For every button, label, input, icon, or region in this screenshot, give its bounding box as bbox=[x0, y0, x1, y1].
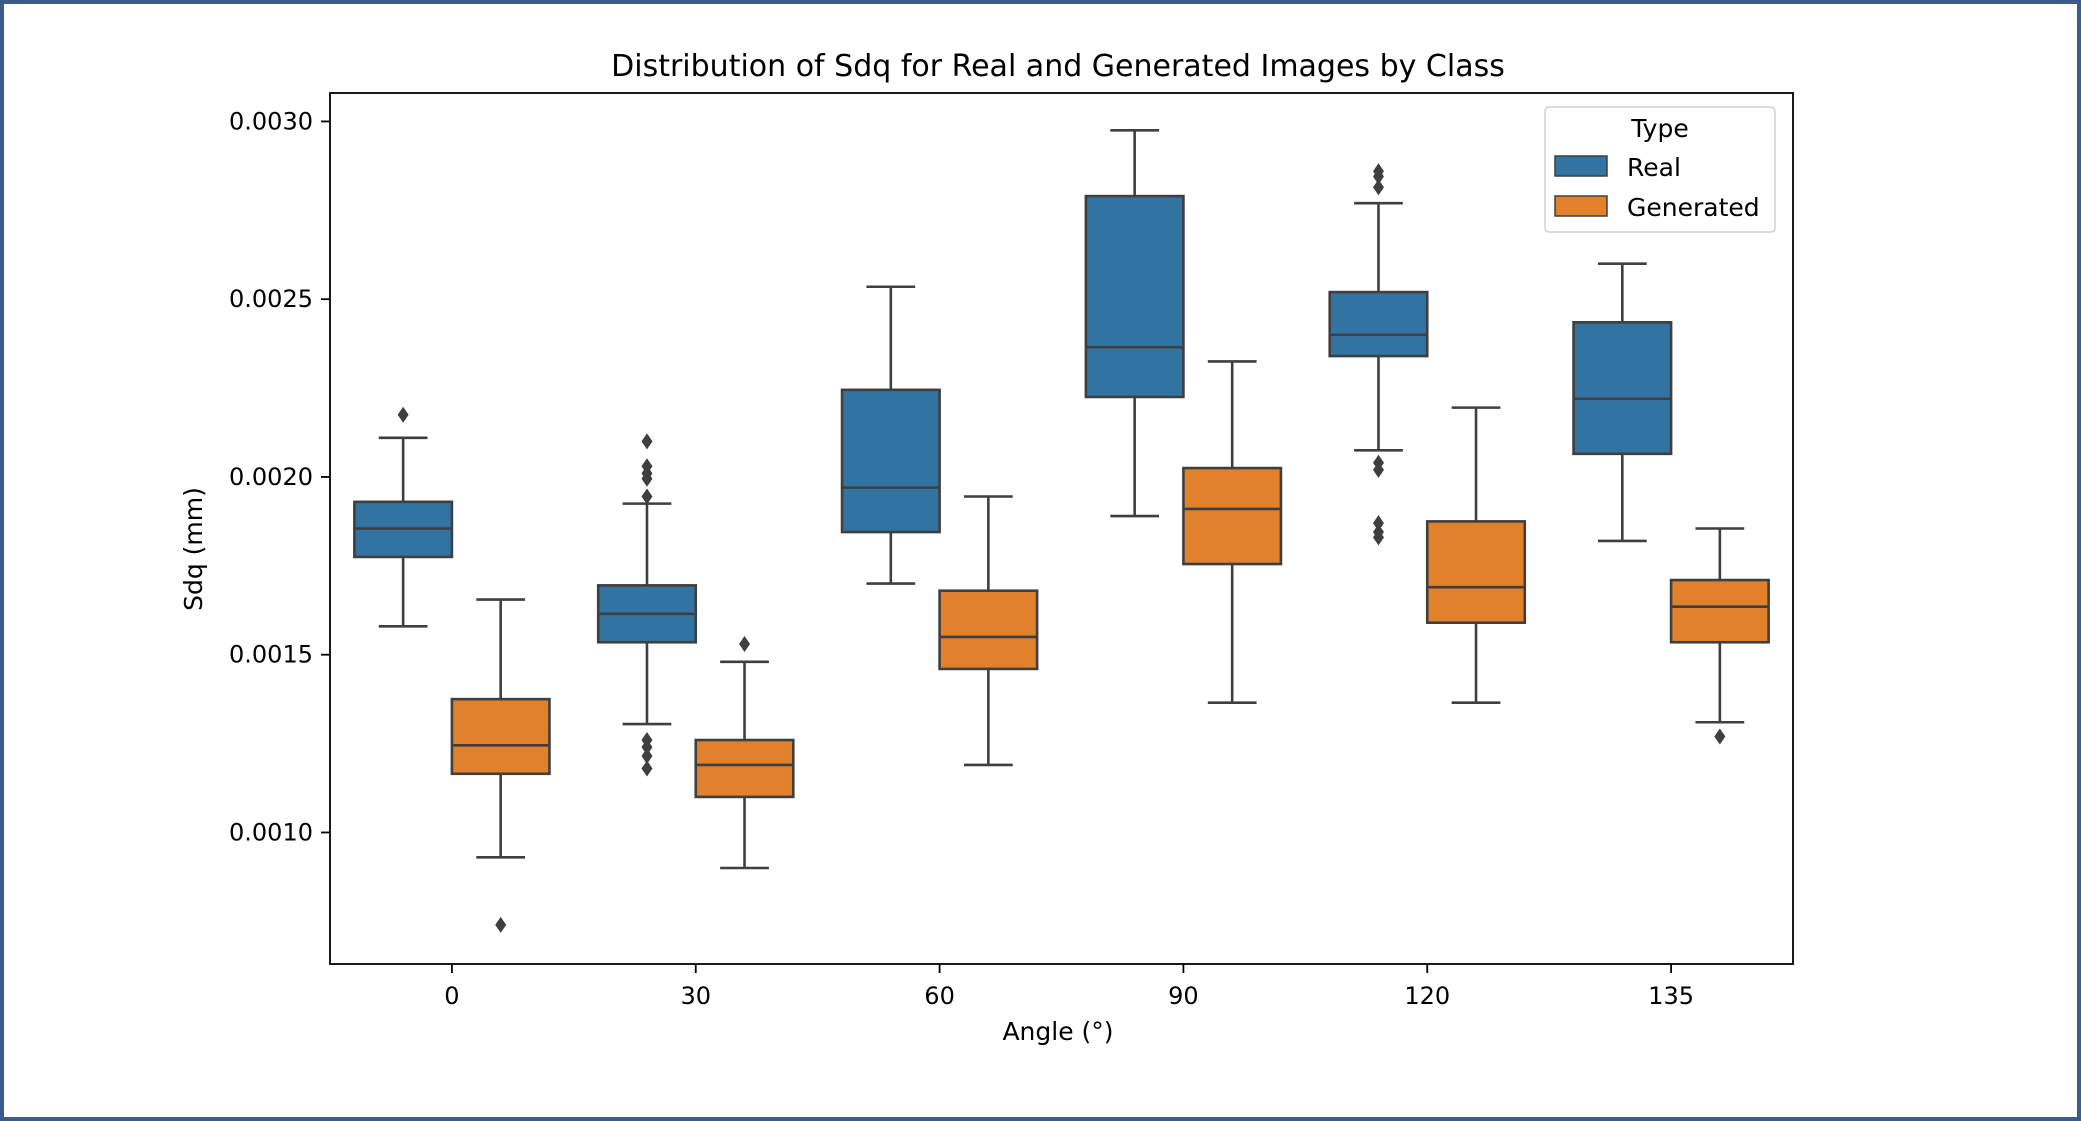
x-tick-label: 120 bbox=[1404, 982, 1450, 1010]
outlier-point bbox=[739, 636, 750, 652]
outlier-point bbox=[641, 489, 652, 505]
y-axis-label: Sdq (mm) bbox=[179, 487, 208, 611]
legend-swatch-generated bbox=[1555, 196, 1607, 216]
outlier-point bbox=[641, 760, 652, 776]
box-iqr bbox=[452, 699, 550, 774]
y-tick-label: 0.0015 bbox=[229, 641, 313, 669]
box-group-generated-30 bbox=[696, 636, 794, 868]
y-tick-label: 0.0010 bbox=[229, 818, 313, 846]
outlier-point bbox=[1373, 179, 1384, 195]
box-group-generated-135 bbox=[1671, 529, 1769, 745]
box-iqr bbox=[1330, 292, 1428, 356]
chart-title: Distribution of Sdq for Real and Generat… bbox=[611, 49, 1505, 84]
box-group-real-135 bbox=[1574, 264, 1672, 541]
box-iqr bbox=[1427, 521, 1525, 622]
box-iqr bbox=[1183, 468, 1281, 564]
legend: Type Real Generated bbox=[1545, 107, 1775, 232]
box-group-generated-0 bbox=[452, 600, 550, 933]
box-group-real-90 bbox=[1086, 130, 1184, 516]
box-group-generated-90 bbox=[1183, 361, 1281, 702]
box-group-real-30 bbox=[598, 433, 696, 776]
y-tick-label: 0.0020 bbox=[229, 463, 313, 491]
outlier-point bbox=[1714, 728, 1725, 744]
box-iqr bbox=[696, 740, 794, 797]
box-group-real-120 bbox=[1330, 163, 1428, 545]
box-group-real-0 bbox=[354, 407, 452, 627]
legend-swatch-real bbox=[1555, 156, 1607, 176]
box-group-generated-120 bbox=[1427, 408, 1525, 703]
box-iqr bbox=[1574, 322, 1672, 454]
x-tick-label: 60 bbox=[924, 982, 955, 1010]
legend-label-generated: Generated bbox=[1627, 193, 1760, 222]
box-iqr bbox=[1086, 196, 1184, 397]
x-tick-label: 30 bbox=[680, 982, 711, 1010]
x-tick-label: 90 bbox=[1168, 982, 1199, 1010]
box-iqr bbox=[842, 390, 940, 532]
x-axis-label: Angle (°) bbox=[1002, 1017, 1113, 1046]
y-tick-label: 0.0030 bbox=[229, 107, 313, 135]
legend-label-real: Real bbox=[1627, 153, 1681, 182]
outlier-point bbox=[495, 917, 506, 933]
box-iqr bbox=[1671, 580, 1769, 642]
y-tick-label: 0.0025 bbox=[229, 285, 313, 313]
outlier-point bbox=[641, 433, 652, 449]
y-axis: 0.0010 0.0015 0.0020 0.0025 0.0030 bbox=[229, 107, 330, 846]
outlier-point bbox=[398, 407, 409, 423]
x-axis: 0 30 60 90 120 135 bbox=[444, 964, 1694, 1010]
box-group-real-60 bbox=[842, 287, 940, 584]
box-group-generated-60 bbox=[940, 497, 1038, 765]
box-iqr bbox=[940, 591, 1038, 669]
x-tick-label: 135 bbox=[1648, 982, 1694, 1010]
x-tick-label: 0 bbox=[444, 982, 459, 1010]
legend-title: Type bbox=[1630, 114, 1688, 143]
